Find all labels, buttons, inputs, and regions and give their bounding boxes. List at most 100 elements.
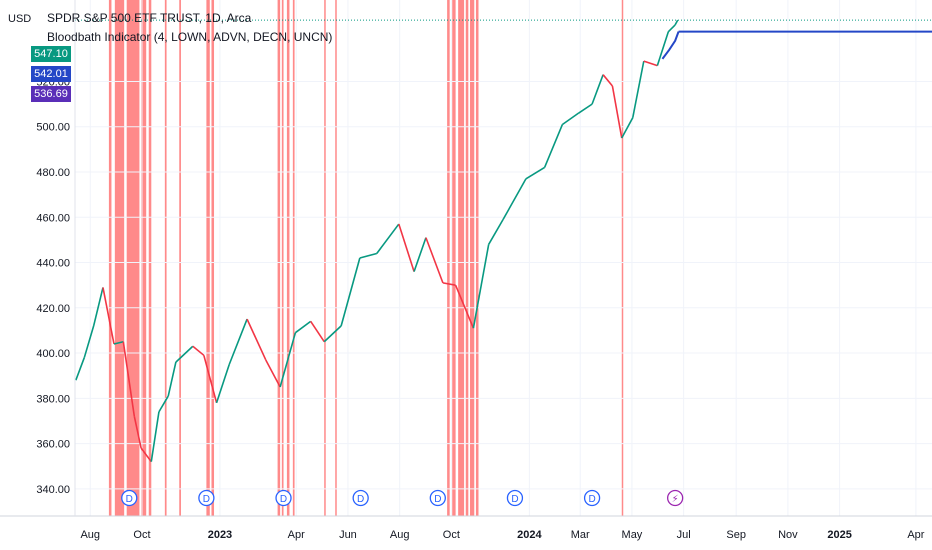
x-tick-label: Sep: [726, 529, 746, 541]
dividend-marker: [198, 489, 215, 507]
x-tick-label: Apr: [288, 529, 305, 541]
price-segment: [323, 325, 342, 343]
price-segment: [309, 320, 325, 343]
red-band: [452, 0, 456, 516]
price-segment: [75, 357, 86, 381]
price-segment: [561, 112, 579, 126]
x-tick-label: 2023: [208, 529, 232, 541]
y-tick-label: 400.00: [36, 348, 70, 360]
price-segment: [92, 287, 104, 327]
price-segment: [602, 74, 614, 87]
dividend-marker: [583, 489, 601, 507]
event-markers: D D D D D D D ⚡: [121, 489, 684, 507]
price-series: [75, 19, 932, 463]
red-band: [292, 0, 295, 516]
x-tick-label: Nov: [778, 529, 798, 541]
x-tick-label: Aug: [80, 529, 100, 541]
red-band: [621, 0, 624, 516]
price-segment: [228, 318, 248, 365]
indicator-line: [661, 31, 680, 60]
price-segment: [158, 395, 169, 413]
red-band: [286, 0, 290, 516]
price-axis: 340.00 360.00 380.00 400.00 420.00 440.00 460.…: [36, 76, 70, 495]
red-band: [324, 0, 326, 516]
x-tick-label: Jun: [339, 529, 357, 541]
price-segment: [667, 24, 676, 33]
red-band: [108, 0, 112, 516]
y-tick-label: 500.00: [36, 122, 70, 134]
y-tick-label: 480.00: [36, 167, 70, 179]
price-segment: [656, 31, 670, 66]
x-tick-label: Oct: [443, 529, 460, 541]
price-segment: [279, 332, 297, 388]
red-band: [465, 0, 469, 516]
x-tick-label: 2025: [827, 529, 851, 541]
dividend-marker: [121, 489, 138, 507]
price-segment: [425, 237, 444, 284]
price-segment: [294, 320, 312, 334]
price-segment: [472, 244, 490, 329]
price-segment: [502, 178, 527, 220]
price-segment: [621, 117, 634, 139]
price-segment: [591, 74, 604, 105]
red-band: [148, 0, 152, 516]
red-band: [211, 0, 215, 516]
price-segment: [525, 166, 546, 180]
price-segment: [246, 318, 267, 361]
y-tick-label: 380.00: [36, 393, 70, 405]
price-segment: [122, 341, 136, 417]
red-band: [179, 0, 181, 516]
red-band: [164, 0, 167, 516]
price-segment: [643, 60, 658, 67]
price-segment: [487, 219, 504, 245]
x-tick-label: Jul: [677, 529, 691, 541]
price-segment: [674, 19, 679, 26]
price-segment: [398, 223, 415, 272]
dividend-marker-label: D: [280, 494, 287, 505]
red-band: [281, 0, 284, 516]
grid: [75, 0, 932, 516]
dividend-marker: [429, 489, 446, 507]
price-segment: [413, 237, 427, 272]
red-band: [475, 0, 479, 516]
red-band: [470, 0, 475, 516]
x-tick-label: Aug: [390, 529, 410, 541]
price-segment: [611, 85, 623, 139]
price-segment: [578, 103, 593, 114]
red-band: [206, 0, 210, 516]
price-segment: [167, 361, 177, 397]
price-segment: [376, 223, 400, 254]
dividend-marker: [275, 489, 292, 507]
chart-title[interactable]: SPDR S&P 500 ETF TRUST, 1D, Arca: [47, 11, 252, 25]
y-tick-label: 440.00: [36, 258, 70, 270]
price-segment: [133, 416, 142, 449]
price-segment: [83, 325, 95, 358]
red-band: [447, 0, 450, 516]
dividend-marker-label: D: [126, 494, 133, 505]
red-band: [141, 0, 147, 516]
price-segment: [359, 252, 377, 259]
red-band: [126, 0, 140, 516]
indicator-price-tag-a: 542.01: [31, 66, 71, 82]
y-tick-label: 420.00: [36, 303, 70, 315]
dividend-marker-label: D: [434, 494, 441, 505]
price-segment: [175, 345, 194, 363]
price-segment: [102, 287, 115, 345]
price-segment: [203, 355, 218, 404]
price-segment: [113, 340, 124, 345]
indicator-price-tag-b: 536.69: [31, 86, 71, 102]
indicator-legend[interactable]: Bloodbath Indicator (4, LOWN, ADVN, DECN…: [47, 30, 333, 44]
dividend-marker: [352, 489, 369, 507]
dividend-marker: [506, 489, 524, 507]
y-tick-label: 460.00: [36, 212, 70, 224]
earnings-marker: [667, 489, 684, 507]
price-segment: [543, 124, 564, 168]
price-segment: [192, 345, 205, 356]
bloodbath-bands: [108, 0, 624, 516]
price-segment: [442, 282, 456, 286]
x-tick-label: May: [622, 529, 643, 541]
last-price-tag: 547.10: [31, 46, 71, 62]
x-tick-label: Oct: [133, 529, 150, 541]
dividend-marker-label: D: [357, 494, 364, 505]
